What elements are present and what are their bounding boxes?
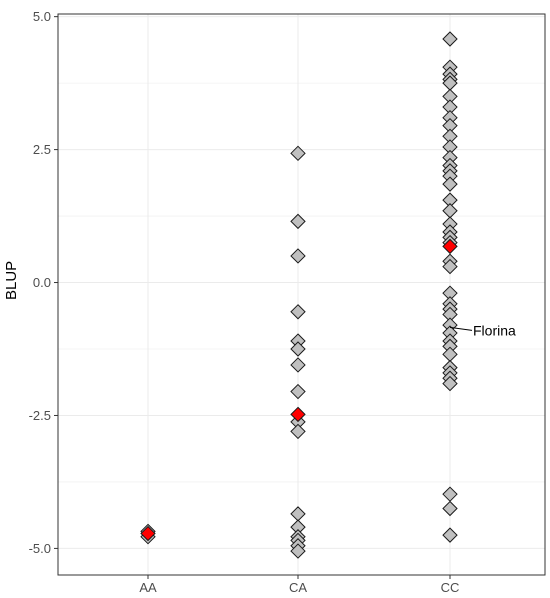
y-tick-label: 0.0 (33, 275, 51, 290)
data-point (290, 248, 306, 264)
data-point (442, 258, 458, 275)
data-point (290, 543, 306, 559)
data-point (290, 506, 306, 522)
data-point (442, 500, 458, 517)
data-point (290, 304, 306, 320)
data-point (290, 383, 306, 400)
y-tick-label: 5.0 (33, 9, 51, 24)
data-point (290, 423, 306, 440)
data-point (442, 527, 458, 543)
y-tick-label: 2.5 (33, 142, 51, 157)
highlight-point (140, 525, 156, 542)
highlight-point (290, 406, 306, 423)
x-axis: AA CA CC (139, 575, 459, 595)
x-tick-label: CC (441, 580, 460, 595)
data-points (140, 31, 458, 559)
y-tick-label: -5.0 (29, 541, 51, 556)
x-tick-label: AA (139, 580, 157, 595)
data-point (442, 346, 458, 363)
data-point (442, 203, 458, 219)
y-axis: 5.0 2.5 0.0 -2.5 -5.0 (29, 9, 58, 556)
grid-lines (58, 14, 545, 575)
data-point (442, 375, 458, 392)
y-axis-label: BLUP (3, 260, 20, 300)
plot-panel-border (57, 13, 546, 576)
data-point (442, 31, 458, 47)
data-point (290, 357, 306, 373)
data-point (442, 176, 458, 192)
annotation-leader-line (449, 326, 473, 331)
data-point (290, 341, 306, 357)
data-point (442, 486, 458, 502)
data-point (290, 213, 306, 230)
y-tick-label: -2.5 (29, 408, 51, 423)
x-tick-label: CA (289, 580, 307, 595)
data-point (290, 145, 306, 162)
annotation-label: Florina (473, 322, 516, 338)
highlight-point (442, 238, 458, 255)
annotations: Florina (449, 322, 516, 338)
